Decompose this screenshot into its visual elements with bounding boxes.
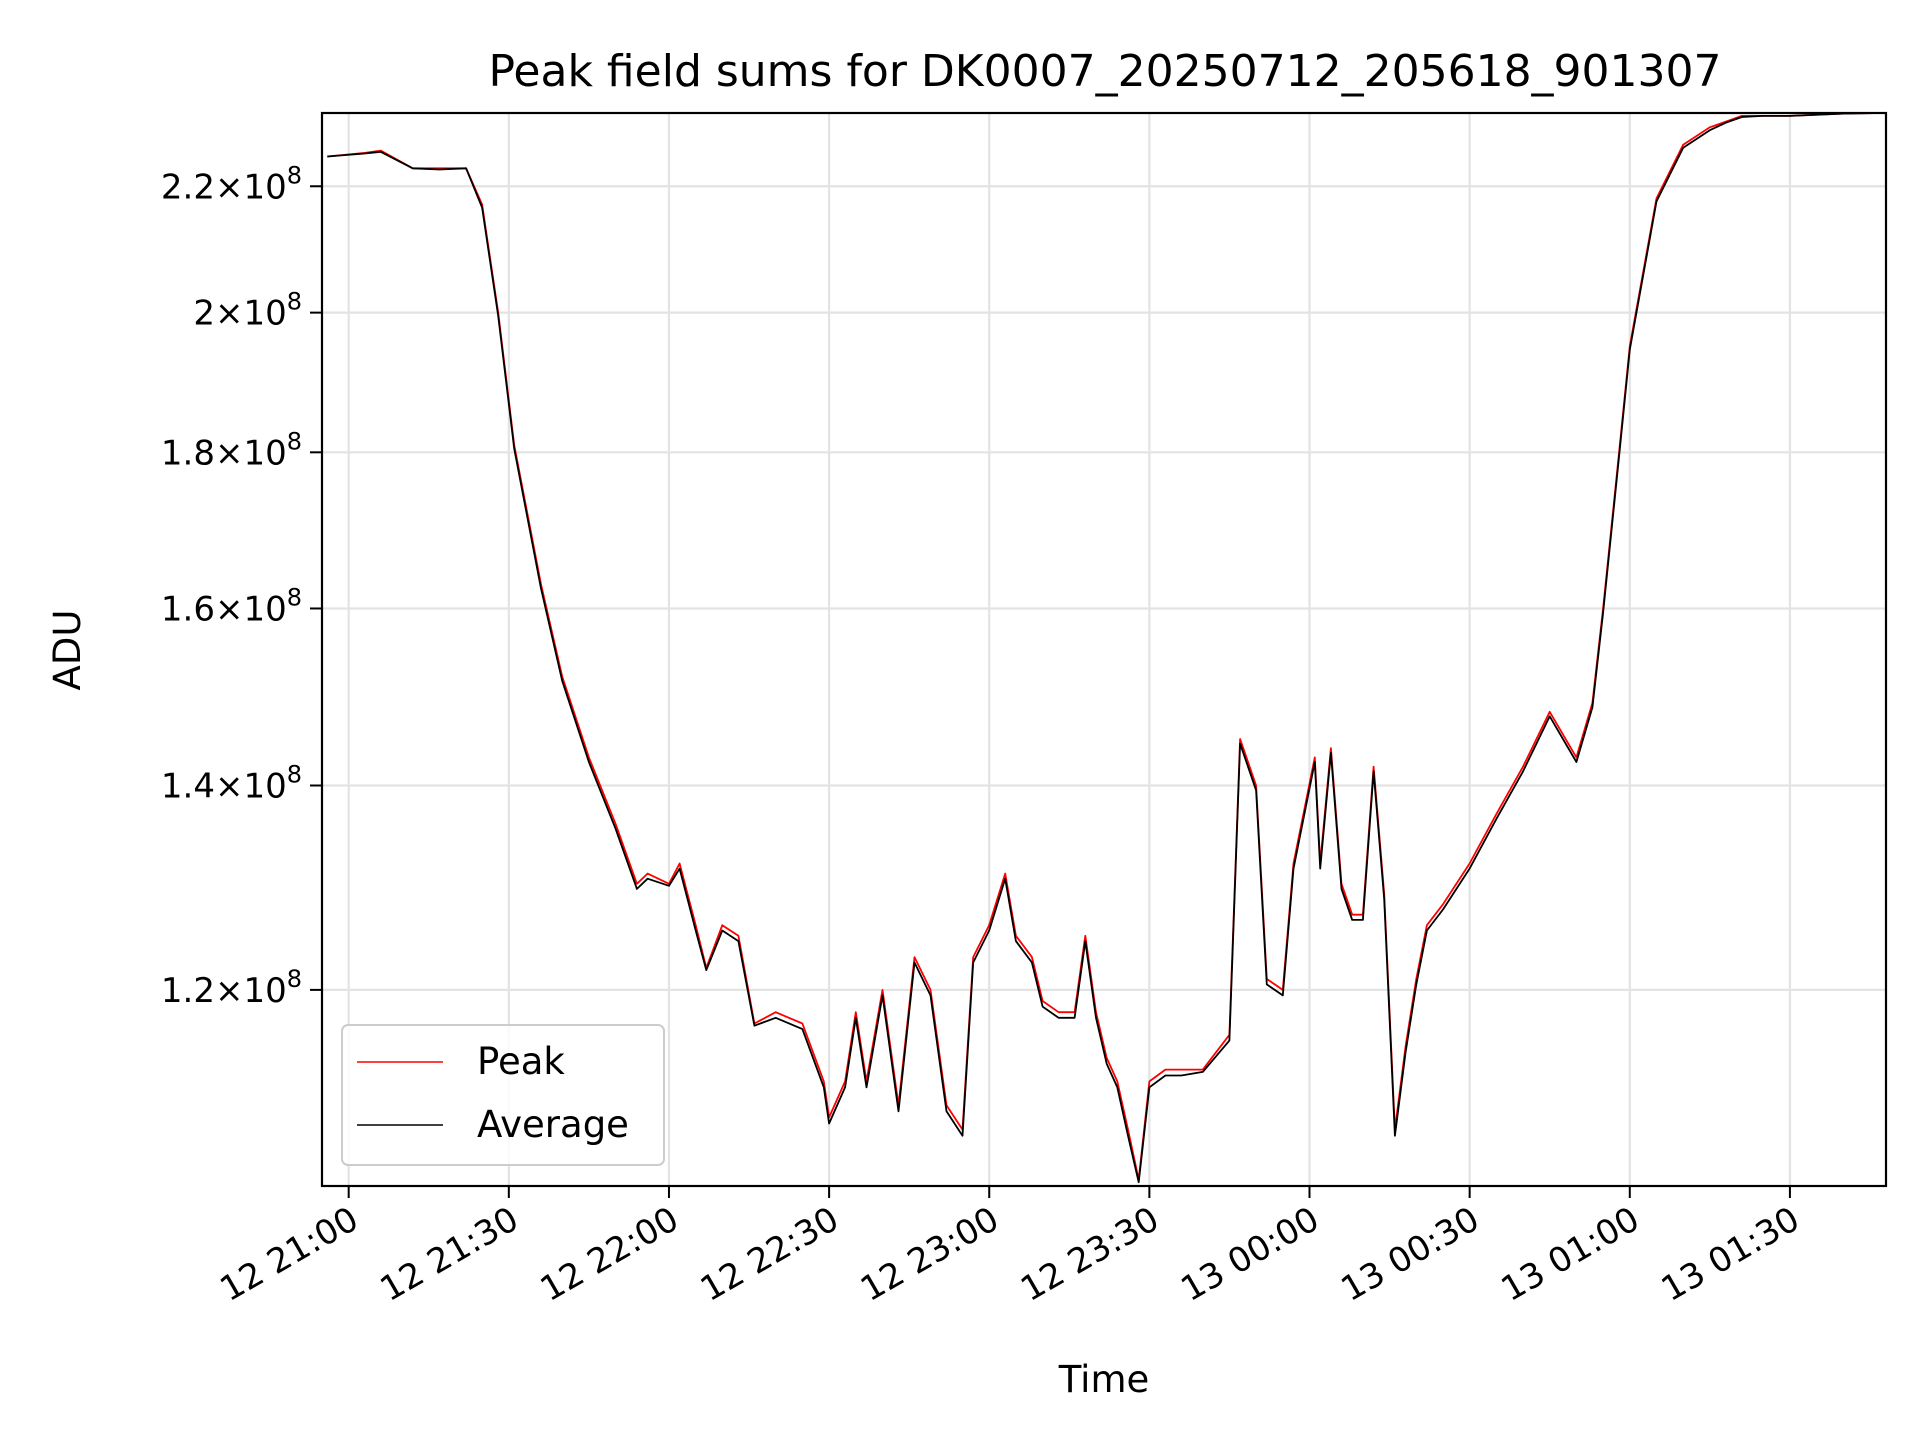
legend-average-label: Average [477, 1103, 629, 1146]
peak-series-line [327, 112, 1881, 1181]
x-tick-label: 12 22:00 [534, 1199, 686, 1310]
chart-title: Peak field sums for DK0007_20250712_2056… [488, 46, 1721, 97]
x-axis: 12 21:00 12 21:30 12 22:00 12 22:30 12 23:00… [213, 1186, 1806, 1310]
x-tick-label: 13 01:30 [1655, 1199, 1807, 1310]
x-axis-label: Time [1058, 1358, 1150, 1401]
y-axis-label: ADU [46, 610, 89, 691]
x-tick-label: 12 23:00 [854, 1199, 1006, 1310]
y-tick-label: 1.4×108 [161, 761, 302, 807]
x-tick-label: 13 00:30 [1334, 1199, 1486, 1310]
x-tick-label: 13 00:00 [1174, 1199, 1326, 1310]
y-tick-label: 2×108 [193, 288, 302, 334]
x-tick-label: 12 22:30 [694, 1199, 846, 1310]
legend-box [341, 1024, 665, 1166]
x-tick-label: 13 01:00 [1495, 1199, 1647, 1310]
x-tick-label: 12 23:30 [1014, 1199, 1166, 1310]
x-tick-label: 12 21:30 [374, 1199, 526, 1310]
legend: Peak Average [341, 1024, 665, 1166]
average-series-line [327, 112, 1881, 1184]
plot-frame [320, 111, 1888, 1188]
legend-peak-label: Peak [477, 1040, 565, 1083]
y-axis: 1.2×108 1.4×108 1.6×108 1.8×108 2×108 2.2×108 [161, 161, 322, 1011]
grid [322, 113, 1886, 1186]
series-group [327, 112, 1881, 1184]
y-tick-label: 1.2×108 [161, 965, 302, 1011]
y-tick-label: 2.2×108 [161, 161, 302, 207]
y-tick-label: 1.8×108 [161, 427, 302, 473]
x-tick-label: 12 21:00 [213, 1199, 365, 1310]
y-tick-label: 1.6×108 [161, 583, 302, 629]
